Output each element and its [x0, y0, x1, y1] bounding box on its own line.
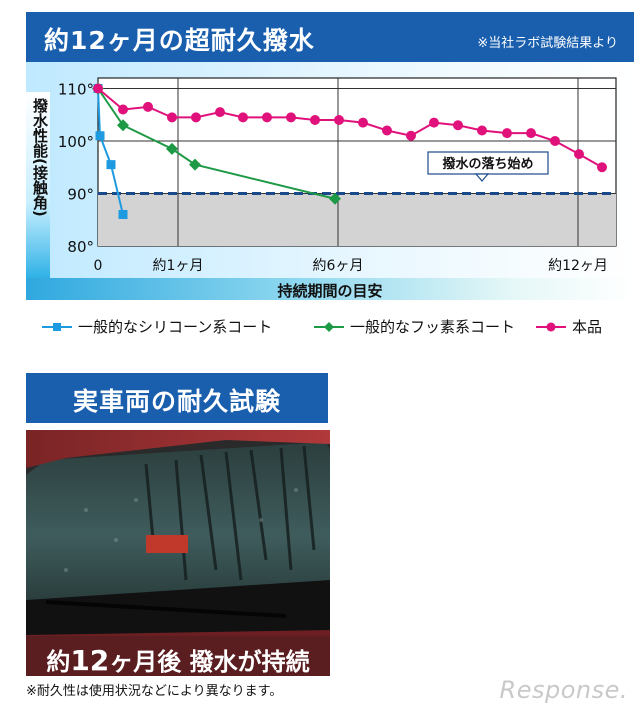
below-threshold-region — [98, 193, 616, 246]
line-chart: 撥水の落ち始め 110° 100° 90° 80°0 約1ヶ月 約6ヶ月 約12ヶ月 — [58, 77, 617, 274]
legend-label-silicone: 一般的なシリコーン系コート — [78, 318, 273, 336]
data-point-diamond — [189, 158, 201, 171]
x-tick-label: 約6ヶ月 — [313, 258, 364, 274]
data-point-circle — [286, 112, 296, 123]
x-axis-label: 持続期間の目安 — [277, 282, 383, 300]
x-axis-label-bar: 持続期間の目安 — [26, 278, 634, 300]
threshold-label-pointer — [474, 173, 490, 182]
data-point-circle — [574, 149, 584, 160]
x-tick-label: 約12ヶ月 — [548, 258, 608, 274]
product-bottle — [146, 535, 188, 553]
data-point-circle — [191, 112, 201, 123]
watermark-logo: Response. — [499, 676, 628, 704]
data-point-circle — [550, 136, 560, 146]
data-point-circle — [358, 117, 368, 128]
caption-number: 12 — [70, 644, 110, 677]
data-point-circle — [118, 104, 128, 115]
data-point-circle — [93, 83, 103, 94]
data-point-circle — [406, 130, 416, 141]
data-point-circle — [502, 128, 512, 139]
data-point-square — [106, 160, 116, 170]
data-point-circle — [238, 112, 248, 123]
data-point-diamond — [329, 192, 341, 205]
section2-banner: 実車両の耐久試験 — [26, 373, 328, 423]
data-point-circle — [334, 115, 344, 125]
caption-bar: 約12ヶ月後 撥水が持続 — [26, 636, 330, 677]
y-tick-label: 90° — [67, 186, 94, 204]
data-point-circle — [143, 101, 153, 112]
legend-label-product: 本品 — [572, 318, 603, 336]
legend-swatch-square — [40, 320, 74, 334]
data-point-diamond — [117, 119, 129, 132]
y-axis-label: 撥水性能(接触角) — [31, 98, 49, 217]
data-point-circle — [526, 128, 536, 139]
data-point-circle — [215, 107, 225, 118]
caption-pre: 約 — [46, 648, 71, 676]
data-point-circle — [382, 125, 392, 136]
legend: 一般的なシリコーン系コート 一般的なフッ素系コート 本品 — [26, 316, 634, 338]
x-tick-label: 約1ヶ月 — [153, 258, 204, 274]
footnote: ※耐久性は使用状況などにより異なります。 — [26, 684, 283, 699]
legend-item-silicone: 一般的なシリコーン系コート — [40, 316, 272, 337]
y-axis-label-bar — [26, 92, 50, 278]
header-title: 約12ヶ月の超耐久撥水 — [44, 26, 315, 55]
y-tick-label: 80° — [67, 238, 94, 256]
header-banner: 約12ヶ月の超耐久撥水 ※当社ラボ試験結果より — [26, 12, 634, 62]
data-point-circle — [453, 120, 463, 131]
caption-post: ヶ月後 撥水が持続 — [109, 648, 310, 676]
series-line — [97, 87, 603, 169]
legend-swatch-diamond — [312, 320, 346, 334]
data-point-square — [118, 210, 128, 219]
series-line — [97, 88, 124, 215]
y-tick-label: 100° — [58, 133, 94, 151]
data-point-circle — [262, 112, 272, 123]
data-point-square — [95, 131, 105, 141]
x-tick-label: 0 — [94, 258, 103, 274]
data-point-circle — [310, 115, 320, 125]
data-point-circle — [429, 117, 439, 128]
legend-item-product: 本品 — [534, 316, 602, 337]
threshold-label: 撥水の落ち始め — [442, 156, 533, 172]
data-point-diamond — [166, 142, 178, 155]
data-point-circle — [167, 112, 177, 123]
y-tick-label: 110° — [58, 81, 94, 99]
section2-title: 実車両の耐久試験 — [72, 387, 281, 416]
data-point-circle — [597, 162, 607, 173]
data-point-circle — [477, 125, 487, 136]
legend-item-fluorine: 一般的なフッ素系コート — [312, 316, 515, 337]
caption-text: 約12ヶ月後 撥水が持続 — [26, 642, 330, 677]
legend-label-fluorine: 一般的なフッ素系コート — [350, 318, 516, 336]
legend-swatch-circle — [534, 320, 568, 334]
header-note: ※当社ラボ試験結果より — [477, 36, 618, 51]
